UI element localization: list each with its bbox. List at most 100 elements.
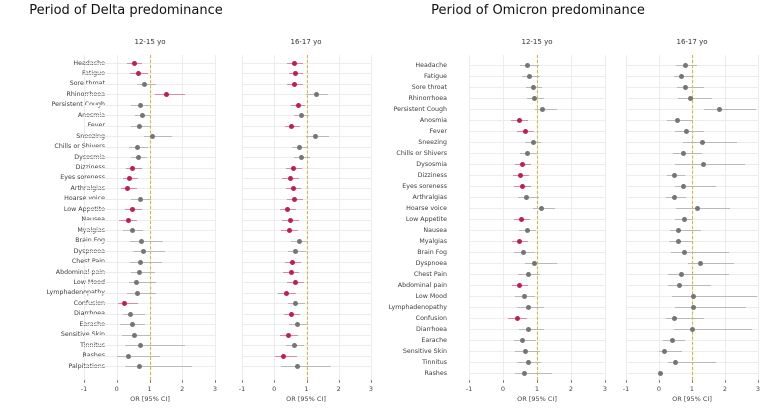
symptom-label: Dizziness bbox=[417, 171, 447, 179]
ci-bar bbox=[517, 197, 540, 198]
or-dot bbox=[291, 196, 297, 202]
or-dot bbox=[287, 175, 293, 181]
reference-line bbox=[537, 55, 538, 380]
or-dot bbox=[700, 140, 706, 145]
v-gridline bbox=[659, 55, 660, 380]
x-axis-title: OR [95% CI] bbox=[130, 395, 170, 403]
or-dot bbox=[538, 206, 544, 211]
symptom-label: Persistent Cough bbox=[393, 105, 447, 113]
x-tick-label: 2 bbox=[722, 385, 728, 393]
or-dot bbox=[291, 61, 297, 66]
facet-label-delta-12-15: 12-15 yo bbox=[134, 38, 166, 46]
or-dot bbox=[294, 364, 300, 370]
x-tick bbox=[84, 380, 85, 383]
ci-bar bbox=[672, 153, 702, 154]
or-dot bbox=[125, 217, 131, 223]
symptom-label: Rashes bbox=[424, 369, 447, 377]
or-dot bbox=[681, 250, 687, 255]
x-tick-label: 3 bbox=[368, 385, 374, 393]
or-dot bbox=[138, 102, 144, 108]
or-dot bbox=[524, 228, 530, 233]
or-dot bbox=[687, 96, 693, 101]
x-tick-label: 1 bbox=[534, 385, 540, 393]
symptom-label: Rhinorrhoea bbox=[408, 94, 448, 102]
ci-bar bbox=[674, 186, 716, 187]
v-gridline bbox=[725, 55, 726, 380]
symptom-label: Sensitive Skin bbox=[402, 347, 447, 355]
symptom-label: Lymphadenopathy bbox=[46, 289, 105, 297]
or-dot bbox=[131, 332, 137, 338]
ci-bar bbox=[131, 272, 155, 273]
or-dot bbox=[682, 63, 688, 68]
x-tick-label: -1 bbox=[238, 385, 246, 393]
symptom-label: Nausea bbox=[423, 226, 447, 234]
or-dot bbox=[673, 360, 678, 365]
or-dot bbox=[521, 371, 527, 376]
or-dot bbox=[164, 92, 170, 98]
symptom-label: Sneezing bbox=[418, 138, 447, 146]
symptom-label: Earache bbox=[421, 336, 447, 344]
or-dot bbox=[281, 353, 287, 359]
or-dot bbox=[138, 238, 144, 244]
or-dot bbox=[296, 144, 302, 150]
or-dot bbox=[520, 184, 526, 189]
or-dot bbox=[125, 186, 131, 192]
or-dot bbox=[129, 228, 135, 234]
x-tick-label: -1 bbox=[465, 385, 473, 393]
v-gridline bbox=[758, 55, 759, 380]
or-dot bbox=[134, 280, 140, 286]
symptom-label: Fatigue bbox=[424, 72, 447, 80]
or-dot bbox=[517, 118, 523, 123]
or-dot bbox=[289, 123, 295, 129]
or-dot bbox=[526, 272, 531, 277]
or-dot bbox=[525, 63, 531, 68]
or-dot bbox=[716, 107, 722, 112]
x-tick bbox=[537, 380, 538, 383]
or-dot bbox=[522, 349, 528, 354]
ci-bar bbox=[532, 208, 555, 209]
x-tick-label: 3 bbox=[212, 385, 218, 393]
x-tick bbox=[571, 380, 572, 383]
facet-label-omicron-16-17: 16-17 yo bbox=[676, 38, 708, 46]
x-tick bbox=[371, 380, 372, 383]
v-gridline bbox=[116, 55, 118, 380]
ci-bar bbox=[669, 230, 702, 231]
or-dot bbox=[530, 140, 536, 145]
or-dot bbox=[291, 165, 297, 171]
x-tick-label: -1 bbox=[80, 385, 88, 393]
or-dot bbox=[520, 338, 526, 343]
x-tick bbox=[149, 380, 151, 383]
symptom-label: Tinnitus bbox=[422, 358, 447, 366]
symptom-label: Abdominal pain bbox=[397, 281, 447, 289]
symptom-label: Dysosmia bbox=[416, 160, 447, 168]
or-dot bbox=[679, 74, 685, 79]
or-dot bbox=[669, 338, 675, 343]
or-dot bbox=[690, 294, 696, 299]
x-tick bbox=[182, 380, 184, 383]
ci-bar bbox=[678, 98, 713, 99]
or-dot bbox=[129, 207, 135, 213]
or-dot bbox=[134, 144, 140, 150]
v-gridline bbox=[84, 55, 85, 380]
or-dot bbox=[676, 283, 682, 288]
or-dot bbox=[286, 228, 292, 234]
or-dot bbox=[523, 195, 529, 200]
or-dot bbox=[284, 207, 290, 213]
or-dot bbox=[522, 129, 528, 134]
or-dot bbox=[136, 364, 142, 370]
x-tick-label: 3 bbox=[755, 385, 761, 393]
or-dot bbox=[142, 81, 148, 87]
or-dot bbox=[531, 85, 537, 90]
symptom-label: Headache bbox=[415, 61, 447, 69]
symptom-label: Anosmia bbox=[419, 116, 447, 124]
or-dot bbox=[681, 217, 687, 222]
ci-bar bbox=[117, 355, 160, 357]
x-tick bbox=[626, 380, 627, 383]
v-gridline bbox=[371, 55, 372, 380]
or-dot bbox=[289, 311, 295, 317]
or-dot bbox=[295, 102, 301, 108]
v-gridline bbox=[605, 55, 606, 380]
or-dot bbox=[517, 239, 523, 244]
or-dot bbox=[314, 92, 320, 98]
ci-bar bbox=[124, 366, 193, 368]
